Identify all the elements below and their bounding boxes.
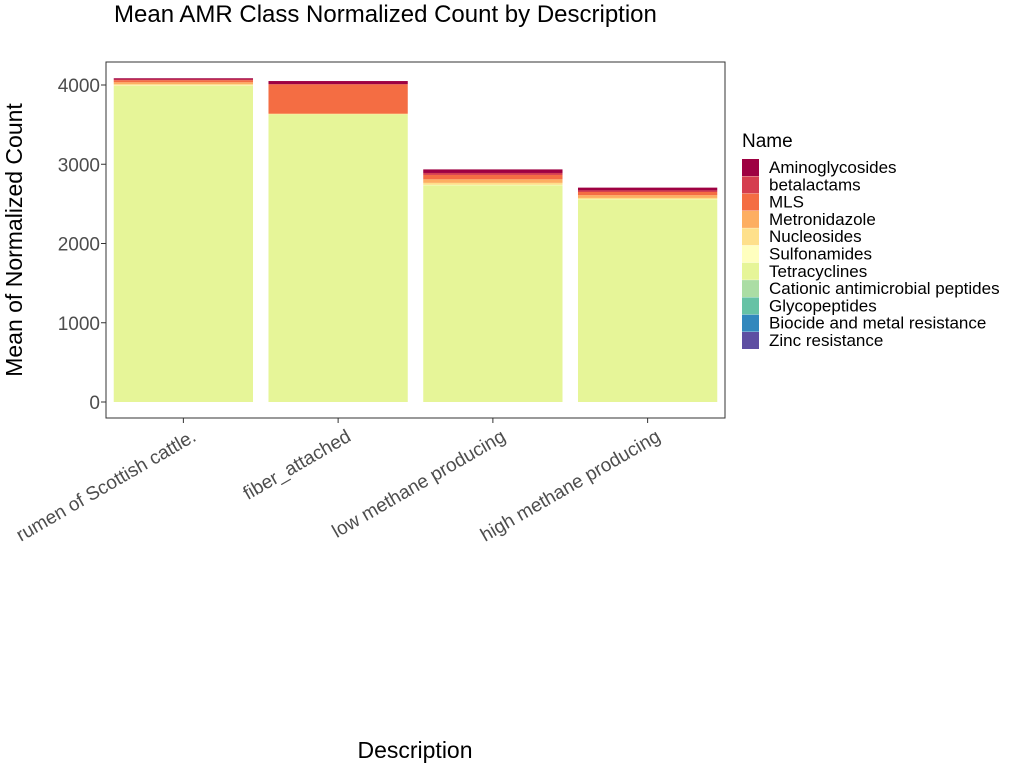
legend-swatch: [742, 176, 759, 194]
x-tick-label: rumen of Scottish cattle.: [13, 426, 200, 546]
y-axis: 0 1000 2000 3000 4000: [58, 76, 106, 414]
bar-segment: [113, 78, 254, 80]
x-axis-title: Description: [357, 737, 472, 763]
legend: AminoglycosidesbetalactamsMLSMetronidazo…: [742, 158, 1000, 350]
y-tick-label: 2000: [58, 235, 100, 256]
legend-swatch: [742, 297, 759, 315]
legend-title: Name: [742, 131, 793, 152]
bar-segment: [113, 82, 254, 85]
legend-swatch: [742, 332, 759, 349]
legend-label: Metronidazole: [769, 210, 876, 229]
x-tick-label: fiber_attached: [240, 426, 355, 504]
bar-segment: [577, 187, 718, 191]
legend-label: Zinc resistance: [769, 331, 883, 350]
legend-swatch: [742, 280, 759, 298]
legend-label: Biocide and metal resistance: [769, 314, 986, 333]
bar-segment: [268, 114, 408, 402]
bar-segment: [113, 79, 254, 81]
bar-segment: [423, 172, 563, 175]
legend-swatch: [742, 228, 759, 246]
legend-label: Tetracyclines: [769, 262, 867, 281]
bar-segment: [113, 84, 254, 86]
bar-segment: [577, 191, 718, 196]
legend-swatch: [742, 210, 759, 228]
bar-segment: [423, 179, 563, 183]
y-tick-label: 4000: [58, 76, 100, 97]
legend-label: Glycopeptides: [769, 296, 877, 315]
legend-swatch: [742, 193, 759, 211]
legend-label: Nucleosides: [769, 227, 862, 246]
legend-swatch: [742, 314, 759, 332]
bar-segment: [577, 199, 718, 402]
x-axis: rumen of Scottish cattle. fiber_attachedl…: [13, 418, 664, 546]
bar-segment: [577, 195, 718, 198]
legend-swatch: [742, 159, 759, 176]
bar-segment: [423, 174, 563, 180]
bar-segment: [113, 80, 254, 83]
legend-label: Cationic antimicrobial peptides: [769, 279, 1000, 298]
y-tick-label: 3000: [58, 155, 100, 176]
bar-segment: [423, 182, 563, 185]
bar-segment: [268, 84, 408, 114]
legend-label: betalactams: [769, 175, 861, 194]
bar-segment: [577, 197, 718, 200]
chart-title: Mean AMR Class Normalized Count by Descr…: [114, 1, 657, 28]
bar-segment: [423, 169, 563, 173]
bar-segment: [577, 190, 718, 192]
legend-label: MLS: [769, 193, 804, 212]
bar-segment: [268, 81, 408, 85]
y-tick-label: 0: [89, 393, 100, 414]
legend-label: Sulfonamides: [769, 245, 872, 264]
legend-swatch: [742, 262, 759, 280]
y-axis-title: Mean of Normalized Count: [1, 103, 27, 377]
bar-segment: [423, 185, 563, 402]
bar-segment: [113, 85, 254, 402]
legend-swatch: [742, 245, 759, 263]
y-tick-label: 1000: [58, 314, 100, 335]
plot-area: [105, 61, 726, 419]
legend-label: Aminoglycosides: [769, 158, 897, 177]
